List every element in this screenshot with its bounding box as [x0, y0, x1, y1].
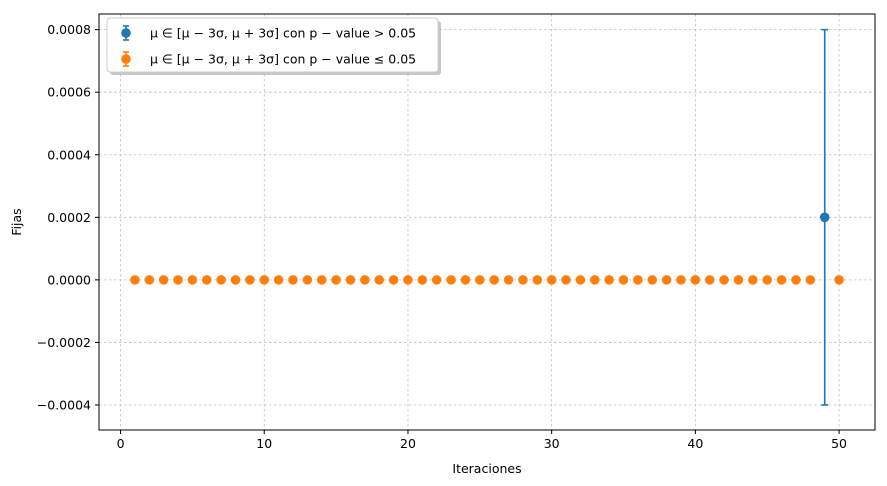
data-point [259, 275, 270, 285]
x-axis-label: Iteraciones [452, 461, 521, 476]
data-point [446, 275, 456, 285]
data-point [532, 275, 543, 285]
y-tick-label: −0.0002 [37, 335, 91, 350]
y-tick-label: 0.0008 [47, 22, 91, 37]
data-point [704, 275, 715, 285]
data-point [144, 275, 155, 285]
data-point [388, 275, 399, 285]
legend-label: μ ∈ [μ − 3σ, μ + 3σ] con p − value ≤ 0.0… [150, 52, 416, 67]
x-tick-label: 50 [831, 436, 847, 451]
data-point [360, 275, 370, 285]
data-point [288, 275, 298, 285]
data-point [819, 212, 830, 223]
x-tick-label: 40 [687, 436, 703, 451]
data-point [216, 275, 226, 285]
data-point [633, 275, 643, 285]
plot-marks [130, 28, 844, 406]
data-point [475, 275, 485, 285]
data-point [748, 275, 758, 285]
grid-lines [99, 14, 875, 430]
data-point [201, 275, 212, 285]
data-point [661, 275, 672, 285]
data-point [575, 275, 586, 285]
series-2-group [130, 275, 844, 285]
data-point [316, 275, 327, 285]
plot-frame [98, 13, 876, 431]
data-point [489, 275, 499, 285]
x-tick-label: 0 [117, 436, 125, 451]
data-point [776, 275, 787, 285]
data-point [460, 275, 471, 285]
data-point [733, 275, 744, 285]
x-tick-label: 10 [256, 436, 272, 451]
data-point [374, 275, 385, 285]
data-point [762, 275, 773, 285]
data-point [676, 275, 686, 285]
data-point [690, 275, 701, 285]
legend-marker [121, 54, 131, 64]
legend-entry-1: μ ∈ [μ − 3σ, μ + 3σ] con p − value > 0.0… [121, 25, 416, 41]
data-point [302, 275, 313, 285]
legend-box [106, 17, 439, 73]
data-point [158, 275, 169, 285]
y-tick-label: 0.0002 [47, 210, 91, 225]
data-point [130, 275, 140, 285]
data-point [604, 275, 614, 285]
x-axis: 0 10 20 30 40 50 [117, 430, 847, 451]
series-1-group [819, 28, 830, 406]
data-point [561, 275, 571, 285]
legend: μ ∈ [μ − 3σ, μ + 3σ] con p − value > 0.0… [106, 17, 441, 75]
data-point [273, 275, 284, 285]
data-point [546, 275, 557, 285]
legend-label: μ ∈ [μ − 3σ, μ + 3σ] con p − value > 0.0… [150, 26, 416, 41]
y-tick-label: 0.0004 [47, 147, 91, 162]
data-point [187, 275, 198, 285]
data-point [173, 275, 183, 285]
data-point [589, 275, 600, 285]
data-point [230, 275, 241, 285]
x-tick-label: 30 [544, 436, 560, 451]
data-point [331, 275, 341, 285]
legend-marker [121, 28, 131, 38]
y-axis-label: Fijas [9, 208, 24, 235]
data-point [805, 275, 816, 285]
data-point [791, 275, 801, 285]
data-point [719, 275, 729, 285]
data-point [618, 275, 629, 285]
data-point [647, 275, 658, 285]
data-point [834, 275, 844, 285]
y-axis: −0.0004 −0.0002 0.0000 0.0002 0.0004 0.0006 0.… [37, 22, 99, 412]
data-point [417, 275, 428, 285]
legend-entry-2: μ ∈ [μ − 3σ, μ + 3σ] con p − value ≤ 0.0… [121, 51, 416, 67]
y-tick-label: −0.0004 [37, 397, 91, 412]
data-point [431, 275, 442, 285]
x-tick-label: 20 [400, 436, 416, 451]
y-tick-label: 0.0006 [47, 85, 91, 100]
data-point [503, 275, 514, 285]
data-point [245, 275, 255, 285]
data-point [518, 275, 528, 285]
data-point [345, 275, 356, 285]
data-point [403, 275, 413, 285]
y-tick-label: 0.0000 [47, 272, 91, 287]
